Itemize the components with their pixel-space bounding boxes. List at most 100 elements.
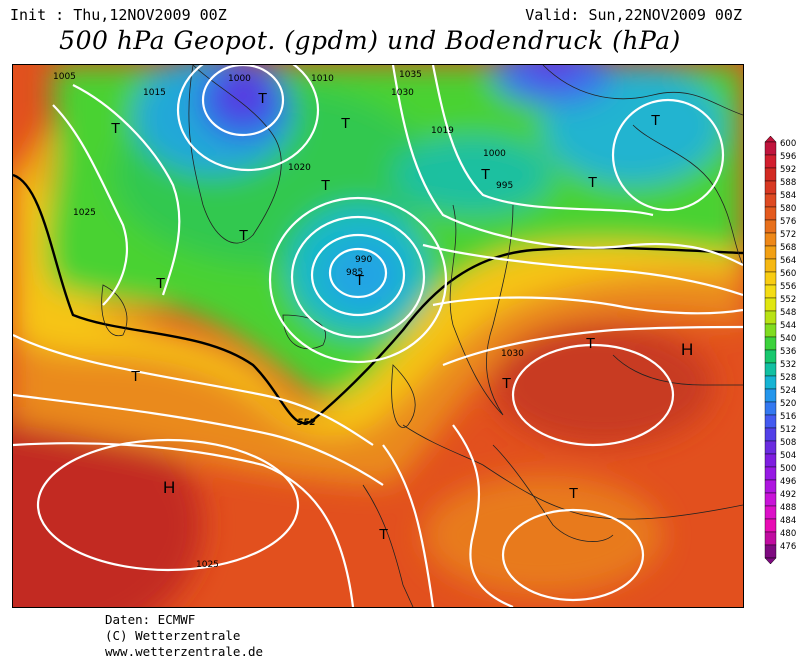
legend-swatch (764, 453, 777, 468)
low-marker: T (379, 526, 388, 543)
legend-swatch (764, 518, 777, 533)
legend-swatch (764, 297, 777, 312)
legend-swatch (764, 141, 777, 156)
low-marker: T (481, 166, 490, 183)
legend-level-label: 564 (780, 256, 796, 266)
legend-level-label: 492 (780, 490, 796, 500)
pressure-centres: T T T T T T T T T T T T T T T H H (111, 90, 693, 543)
isobar-label: 1000 (483, 149, 506, 159)
weather-map: 1005 1000 1010 1035 1015 1030 1025 1020 … (12, 64, 744, 608)
isobar-label: 1015 (143, 88, 166, 98)
legend-swatch (764, 258, 777, 273)
isobar-label: 1035 (399, 70, 422, 80)
legend-swatch (764, 349, 777, 364)
legend-level-label: 480 (780, 529, 796, 539)
legend-swatch (764, 388, 777, 403)
legend-swatch (764, 310, 777, 325)
legend-level-label: 560 (780, 269, 796, 279)
isobars (13, 65, 743, 607)
geopotential-552-contour (13, 173, 743, 425)
low-marker: T (111, 120, 120, 137)
legend-swatch (764, 414, 777, 429)
low-marker: T (239, 227, 248, 244)
isobar-label: 1010 (311, 74, 334, 84)
init-time: Init : Thu,12NOV2009 00Z (10, 6, 227, 24)
legend-swatch (764, 479, 777, 494)
isobar-label: 995 (496, 181, 513, 191)
legend-swatch (764, 193, 777, 208)
isobar-label: 985 (346, 268, 363, 278)
coastlines (101, 65, 743, 607)
isobar-label: 1019 (431, 126, 454, 136)
isobar-label: 1025 (196, 560, 219, 570)
legend-level-label: 596 (780, 152, 796, 162)
legend-swatch (764, 245, 777, 260)
legend-swatch (764, 167, 777, 182)
low-marker: T (569, 485, 578, 502)
legend-level-label: 544 (780, 321, 796, 331)
legend-level-label: 592 (780, 165, 796, 175)
legend-level-label: 576 (780, 217, 796, 227)
credits-website[interactable]: www.wetterzentrale.de (105, 644, 264, 659)
legend-level-label: 520 (780, 399, 796, 409)
legend-level-label: 532 (780, 360, 796, 370)
legend-level-label: 556 (780, 282, 796, 292)
legend-level-label: 504 (780, 451, 796, 461)
legend-swatch (764, 375, 777, 390)
low-marker: T (258, 90, 267, 107)
isobar-label: 990 (355, 255, 372, 265)
legend-bar: 600 596 592 588 584 580 576 572 568 564 560 556 552 5… (764, 135, 796, 565)
low-marker: T (355, 272, 364, 289)
legend-swatch (764, 219, 777, 234)
legend-swatch (764, 323, 777, 338)
legend-swatch (764, 466, 777, 481)
color-scale-legend: 600 596 592 588 584 580 576 572 568 564 560 556 552 5… (763, 135, 809, 565)
legend-level-label: 488 (780, 503, 796, 513)
legend-level-label: 508 (780, 438, 796, 448)
legend-swatch (764, 544, 777, 559)
legend-level-label: 512 (780, 425, 796, 435)
legend-swatch (764, 427, 777, 442)
geopotential-label: 552 (297, 418, 316, 428)
legend-swatch (764, 232, 777, 247)
legend-level-label: 496 (780, 477, 796, 487)
legend-level-label: 552 (780, 295, 796, 305)
valid-time: Valid: Sun,22NOV2009 00Z (525, 6, 742, 24)
legend-level-label: 584 (780, 191, 796, 201)
legend-level-label: 572 (780, 230, 796, 240)
legend-swatch (764, 362, 777, 377)
isobar-label: 1000 (228, 74, 251, 84)
low-marker: T (156, 275, 165, 292)
low-marker: T (341, 115, 350, 132)
legend-level-label: 516 (780, 412, 796, 422)
legend-level-label: 568 (780, 243, 796, 253)
legend-swatch (764, 284, 777, 299)
low-marker: T (651, 112, 660, 129)
credits-copyright: (C) Wetterzentrale (105, 628, 241, 643)
isobar-label: 1025 (73, 208, 96, 218)
legend-arrow-top (764, 135, 777, 143)
map-canvas: 1005 1000 1010 1035 1015 1030 1025 1020 … (13, 65, 743, 607)
legend-level-label: 476 (780, 542, 796, 552)
low-marker: T (321, 177, 330, 194)
isobar-label: 1005 (53, 72, 76, 82)
legend-swatch (764, 401, 777, 416)
legend-arrow-bottom (764, 557, 777, 565)
geopotential-field (13, 65, 743, 607)
legend-level-label: 548 (780, 308, 796, 318)
low-marker: T (131, 368, 140, 385)
legend-swatch (764, 492, 777, 507)
high-marker: H (163, 478, 175, 497)
legend-swatch (764, 505, 777, 520)
chart-title: 500 hPa Geopot. (gpdm) und Bodendruck (h… (59, 26, 681, 55)
low-marker: T (586, 335, 595, 352)
legend-swatch (764, 336, 777, 351)
legend-level-label: 600 (780, 139, 796, 149)
legend-swatch (764, 180, 777, 195)
credits: Daten: ECMWF (C) Wetterzentrale www.wett… (105, 612, 263, 660)
low-marker: T (588, 174, 597, 191)
legend-level-label: 524 (780, 386, 796, 396)
isobar-label: 1020 (288, 163, 311, 173)
legend-level-label: 484 (780, 516, 796, 526)
isobar-labels: 1005 1000 1010 1035 1015 1030 1025 1020 … (53, 70, 524, 570)
